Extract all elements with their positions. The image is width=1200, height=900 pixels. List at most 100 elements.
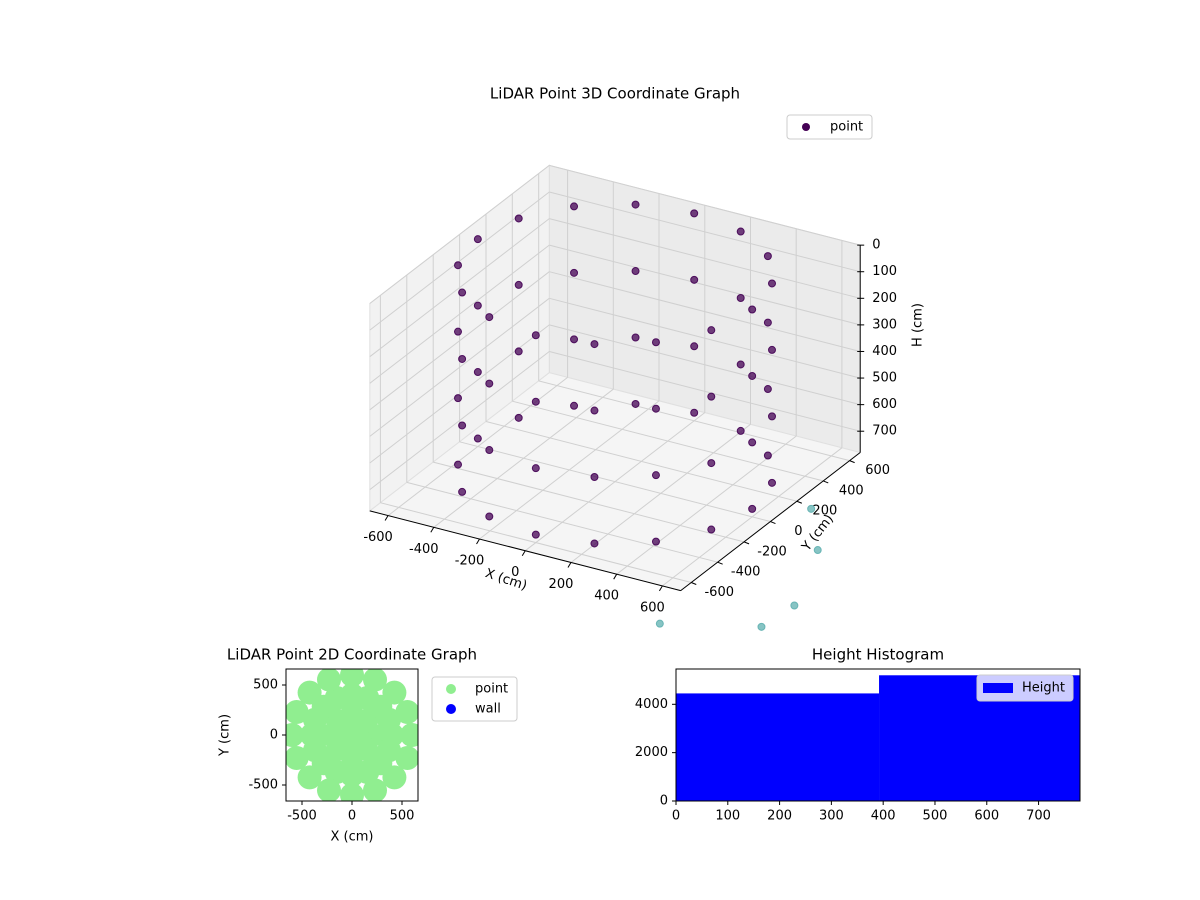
point — [768, 279, 777, 288]
point — [453, 394, 462, 403]
point — [631, 399, 640, 408]
y-axis-label: Y (cm) — [218, 714, 233, 757]
y-tick-label: -200 — [757, 544, 787, 559]
grid-line — [432, 254, 745, 543]
point — [690, 408, 699, 417]
point — [377, 738, 401, 763]
point — [531, 331, 540, 340]
point — [651, 404, 660, 413]
z-tick-label: 500 — [872, 371, 897, 386]
y-tick-label: 4000 — [635, 697, 668, 712]
tick-mark — [770, 521, 776, 525]
point — [458, 288, 467, 297]
legend-box — [786, 114, 873, 140]
point — [707, 459, 716, 468]
y-tick-label: -400 — [731, 565, 761, 580]
point — [514, 413, 523, 422]
y-tick-label: 200 — [812, 504, 837, 519]
legend-marker — [446, 684, 456, 694]
grid-line — [369, 164, 861, 304]
grid-line — [459, 234, 771, 522]
point — [485, 512, 494, 521]
tick-mark — [823, 480, 829, 484]
z-tick-label: 100 — [872, 264, 897, 279]
point — [382, 680, 407, 705]
point — [690, 209, 699, 218]
tick-mark — [613, 573, 618, 580]
grid-line — [511, 193, 824, 482]
tick-mark — [849, 460, 855, 464]
point — [807, 504, 816, 513]
point — [631, 267, 640, 276]
point — [655, 619, 664, 628]
point — [286, 700, 309, 724]
y-tick-label: 600 — [865, 463, 890, 478]
point — [748, 504, 757, 513]
point — [736, 294, 745, 303]
point — [340, 783, 364, 801]
x-tick-label: -400 — [409, 542, 439, 557]
grid-line — [369, 297, 861, 437]
bar — [676, 693, 880, 801]
axis-line — [369, 245, 861, 592]
point — [531, 464, 540, 473]
point — [768, 412, 777, 421]
tick-mark — [567, 562, 572, 568]
z-tick-label: 600 — [872, 397, 897, 412]
y-tick-label: 500 — [253, 678, 278, 693]
point — [570, 401, 579, 410]
legend-swatch — [983, 683, 1013, 693]
y-tick-label: 400 — [839, 483, 864, 498]
point — [690, 275, 699, 284]
point — [485, 446, 494, 455]
tick-mark — [743, 541, 750, 545]
point — [736, 360, 745, 369]
chart-title: LiDAR Point 2D Coordinate Graph — [227, 646, 477, 664]
point — [590, 340, 599, 349]
tick-mark — [691, 582, 697, 585]
point — [317, 778, 341, 801]
point — [748, 371, 757, 380]
point — [707, 326, 716, 335]
grid-line — [369, 271, 861, 411]
point — [736, 227, 745, 236]
point — [340, 669, 364, 687]
point — [570, 202, 579, 211]
grid-line — [379, 295, 692, 583]
tick-mark — [384, 515, 389, 521]
point — [690, 342, 699, 351]
point — [473, 368, 482, 377]
x-tick-label: 400 — [871, 809, 896, 824]
point — [531, 397, 540, 406]
tick-mark — [796, 500, 803, 504]
point — [485, 313, 494, 322]
axes-frame — [675, 668, 1081, 802]
grid-line — [369, 218, 861, 358]
point — [453, 460, 462, 469]
legend-label: wall — [475, 702, 501, 717]
x-axis-label: X (cm) — [331, 830, 374, 845]
tick-mark — [717, 561, 723, 565]
x-tick-label: 300 — [819, 809, 844, 824]
z-tick-label: 700 — [872, 424, 897, 439]
point — [631, 333, 640, 342]
point — [736, 426, 745, 435]
grid-line — [369, 351, 861, 490]
z-tick-label: 300 — [872, 317, 897, 332]
x-axis-label: X (cm) — [483, 566, 529, 594]
x-tick-label: -200 — [455, 554, 485, 569]
point — [458, 354, 467, 363]
point — [651, 338, 660, 347]
point — [590, 472, 599, 481]
point — [458, 487, 467, 496]
point — [485, 379, 494, 388]
x-tick-label: 0 — [348, 809, 356, 824]
legend-label: point — [475, 682, 508, 697]
point — [400, 723, 418, 747]
point — [707, 392, 716, 401]
x-tick-label: -600 — [363, 530, 393, 545]
point — [768, 345, 777, 354]
point — [458, 421, 467, 430]
point — [297, 680, 322, 705]
